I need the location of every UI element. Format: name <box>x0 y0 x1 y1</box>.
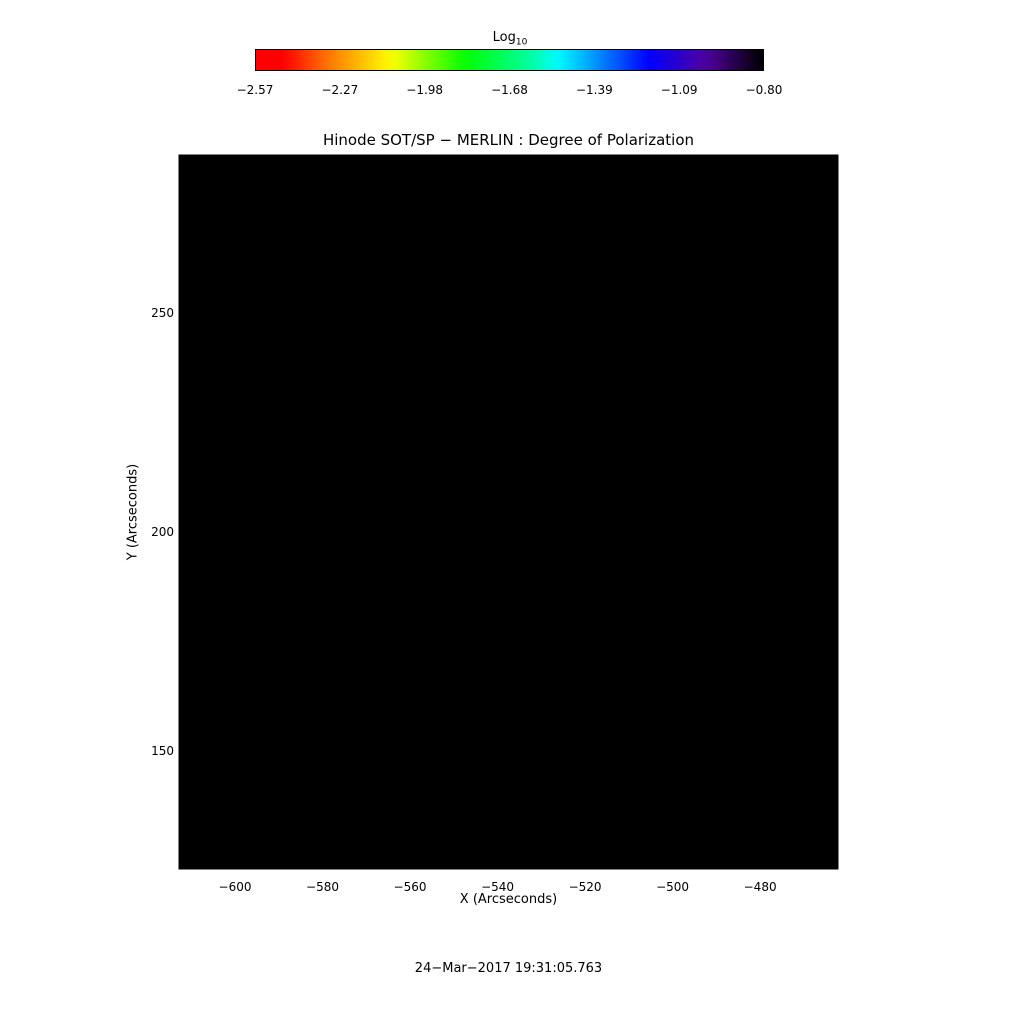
polarization-heatmap <box>179 155 838 869</box>
x-tick-label: −580 <box>306 880 339 894</box>
x-tick-label: −500 <box>656 880 690 894</box>
colorbar <box>255 49 764 71</box>
colorbar-tick-label: −2.27 <box>321 83 359 97</box>
x-tick-label: −480 <box>743 880 777 894</box>
colorbar-title: Log10 <box>460 30 560 48</box>
x-tick-label: −600 <box>218 880 252 894</box>
x-tick-label: −520 <box>568 880 602 894</box>
chart-title: Hinode SOT/SP − MERLIN : Degree of Polar… <box>322 131 695 149</box>
colorbar-tick-label: −0.80 <box>745 83 783 97</box>
colorbar-tick-label: −1.39 <box>575 83 613 97</box>
colorbar-tick-label: −1.09 <box>660 83 698 97</box>
y-tick-label: 200 <box>151 525 174 540</box>
y-axis-label: Y (Arcseconds) <box>125 463 141 561</box>
colorbar-tick-label: −1.98 <box>406 83 444 97</box>
timestamp: 24−Mar−2017 19:31:05.763 <box>414 961 603 976</box>
y-tick-label: 150 <box>151 744 174 759</box>
y-tick-label: 250 <box>151 306 174 321</box>
colorbar-tick-label: −1.68 <box>491 83 528 97</box>
plot-frame <box>178 154 839 870</box>
x-tick-label: −540 <box>481 880 515 894</box>
colorbar-title-text: Log <box>492 30 516 45</box>
colorbar-tick-label: −2.57 <box>236 83 274 97</box>
colorbar-title-subscript: 10 <box>515 37 528 48</box>
x-axis-label: X (Arcseconds) <box>459 892 558 907</box>
x-tick-label: −560 <box>393 880 427 894</box>
